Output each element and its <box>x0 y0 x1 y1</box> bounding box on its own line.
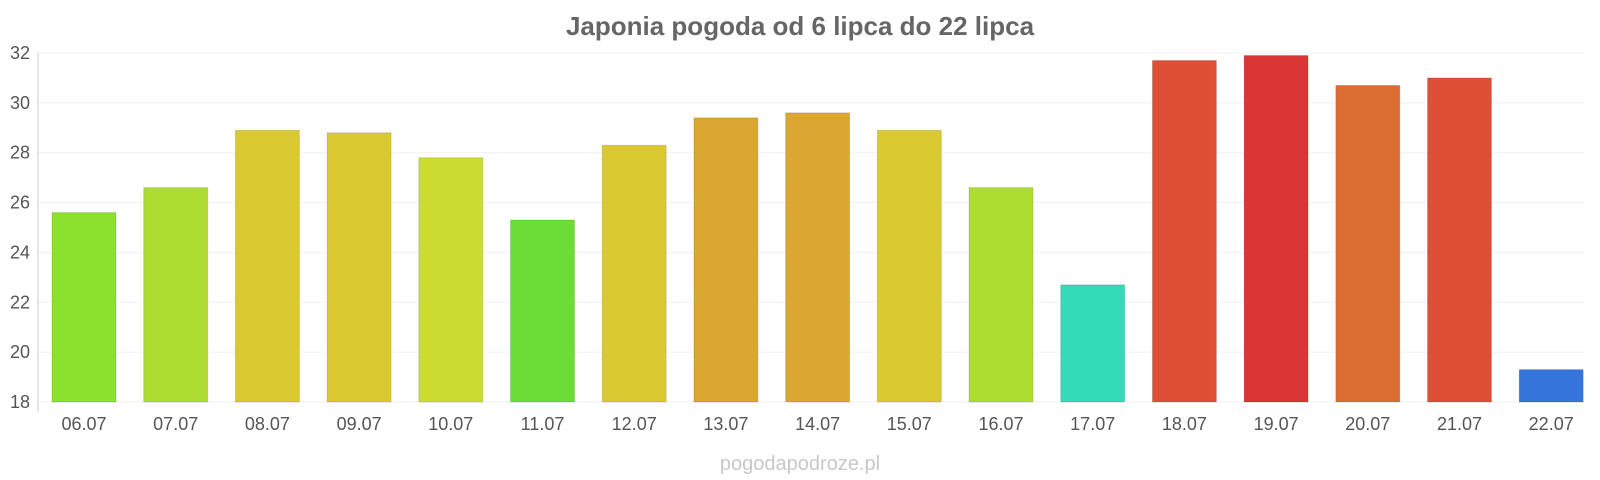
bar-13.07 <box>693 117 759 403</box>
bar-09.07 <box>326 132 392 403</box>
y-tick-label: 32 <box>10 43 30 63</box>
bar-14.07 <box>785 112 851 403</box>
chart-title: Japonia pogoda od 6 lipca do 22 lipca <box>566 11 1035 41</box>
bar-17.07 <box>1060 284 1126 403</box>
x-tick-label: 17.07 <box>1070 414 1115 434</box>
y-axis-ticks: 18 20 22 24 26 28 30 32 <box>10 43 30 412</box>
x-tick-label: 20.07 <box>1345 414 1390 434</box>
bar-22.07 <box>1518 369 1584 403</box>
y-tick-label: 20 <box>10 342 30 362</box>
x-tick-label: 16.07 <box>978 414 1023 434</box>
x-tick-label: 08.07 <box>245 414 290 434</box>
bar-10.07 <box>418 157 484 403</box>
y-tick-label: 30 <box>10 93 30 113</box>
x-tick-label: 22.07 <box>1529 414 1574 434</box>
bar-12.07 <box>601 144 667 403</box>
bar-18.07 <box>1151 59 1217 403</box>
y-tick-label: 18 <box>10 392 30 412</box>
x-tick-label: 11.07 <box>521 414 565 434</box>
x-tick-label: 15.07 <box>887 414 932 434</box>
bar-11.07 <box>510 219 575 403</box>
bar-16.07 <box>968 187 1034 403</box>
y-tick-label: 26 <box>10 193 30 213</box>
bar-19.07 <box>1243 54 1309 403</box>
y-tick-label: 22 <box>10 292 30 312</box>
x-tick-label: 10.07 <box>428 414 473 434</box>
y-tick-label: 24 <box>10 242 30 262</box>
y-tick-label: 28 <box>10 143 30 163</box>
x-tick-label: 21.07 <box>1437 414 1482 434</box>
bar-15.07 <box>876 129 942 403</box>
bars <box>51 54 1584 403</box>
x-tick-label: 06.07 <box>61 414 106 434</box>
x-tick-label: 13.07 <box>703 414 748 434</box>
bar-21.07 <box>1427 77 1492 403</box>
x-tick-label: 18.07 <box>1162 414 1207 434</box>
watermark: pogodapodroze.pl <box>720 453 880 475</box>
bar-07.07 <box>143 187 209 403</box>
bar-08.07 <box>234 129 300 403</box>
x-tick-label: 09.07 <box>337 414 382 434</box>
x-axis-ticks: 06.07 07.07 08.07 09.07 10.07 11.07 12.07 13.07… <box>61 414 1573 434</box>
bar-20.07 <box>1335 84 1401 403</box>
x-tick-label: 19.07 <box>1254 414 1299 434</box>
x-tick-label: 07.07 <box>153 414 198 434</box>
x-tick-label: 14.07 <box>795 414 840 434</box>
x-tick-label: 12.07 <box>612 414 657 434</box>
bar-06.07 <box>51 212 117 403</box>
